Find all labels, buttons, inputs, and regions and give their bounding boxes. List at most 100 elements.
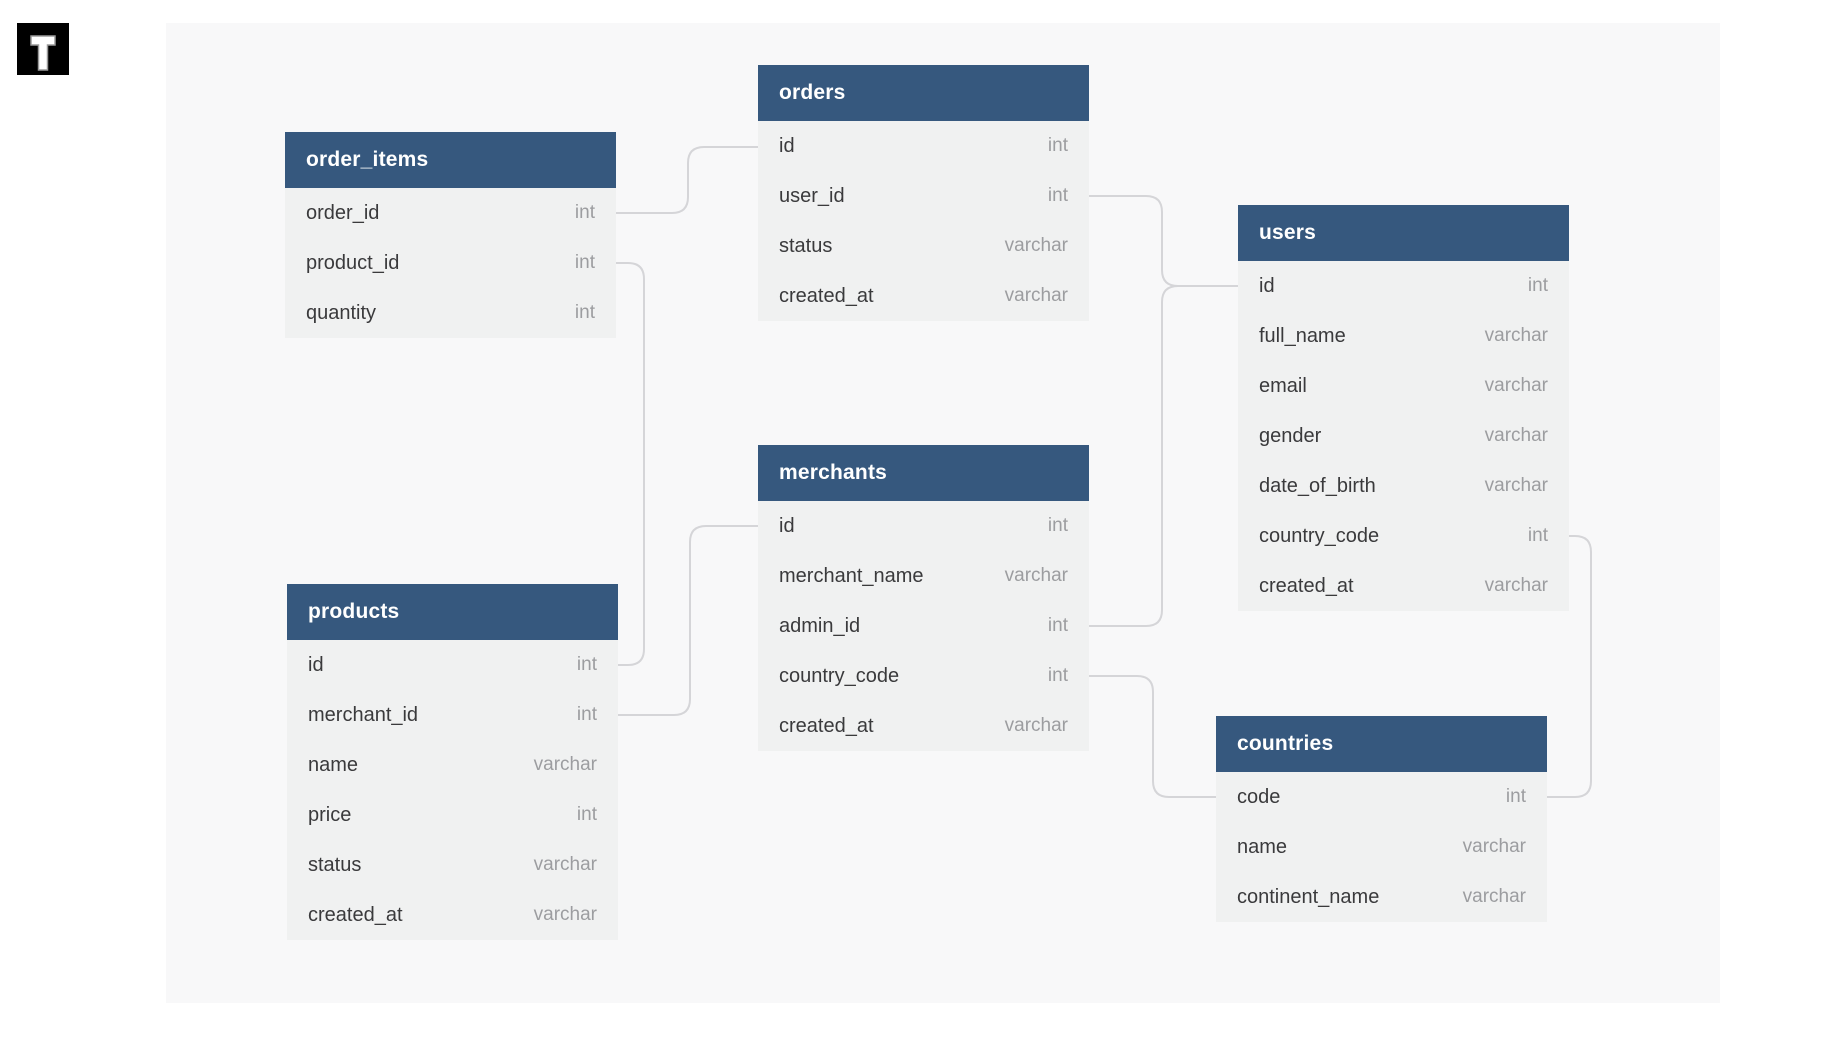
field-row-user_id[interactable]: user_id int — [758, 171, 1089, 221]
field-name: created_at — [779, 284, 874, 307]
field-name: email — [1259, 374, 1307, 397]
field-row-created_at[interactable]: created_at varchar — [1238, 561, 1569, 611]
field-type: varchar — [1484, 475, 1548, 496]
field-row-country_code[interactable]: country_code int — [758, 651, 1089, 701]
field-name: order_id — [306, 201, 380, 224]
field-row-price[interactable]: price int — [287, 790, 618, 840]
field-name: status — [308, 853, 362, 876]
table-orders[interactable]: orders id int user_id int status varchar… — [758, 65, 1089, 321]
field-row-created_at[interactable]: created_at varchar — [287, 890, 618, 940]
table-products-body: id int merchant_id int name varchar pric… — [287, 640, 618, 940]
field-name: continent_name — [1237, 885, 1380, 908]
field-name: created_at — [1259, 574, 1354, 597]
field-name: created_at — [308, 903, 403, 926]
field-name: admin_id — [779, 614, 861, 637]
field-type: int — [1047, 665, 1068, 686]
field-name: gender — [1259, 424, 1322, 447]
table-users[interactable]: users id int full_name varchar email var… — [1238, 205, 1569, 611]
table-users-body: id int full_name varchar email varchar g… — [1238, 261, 1569, 611]
field-type: varchar — [1004, 285, 1068, 306]
field-name: price — [308, 803, 352, 826]
table-title: countries — [1237, 732, 1334, 755]
field-row-date_of_birth[interactable]: date_of_birth varchar — [1238, 461, 1569, 511]
field-row-gender[interactable]: gender varchar — [1238, 411, 1569, 461]
field-row-quantity[interactable]: quantity int — [285, 288, 616, 338]
field-type: int — [576, 804, 597, 825]
field-type: int — [576, 704, 597, 725]
field-row-id[interactable]: id int — [758, 501, 1089, 551]
field-row-id[interactable]: id int — [758, 121, 1089, 171]
field-type: varchar — [1484, 325, 1548, 346]
field-row-code[interactable]: code int — [1216, 772, 1547, 822]
field-type: int — [1047, 615, 1068, 636]
table-orders-header[interactable]: orders — [758, 65, 1089, 121]
field-row-email[interactable]: email varchar — [1238, 361, 1569, 411]
logo-letter-t-icon — [30, 35, 56, 71]
field-row-name[interactable]: name varchar — [1216, 822, 1547, 872]
field-name: quantity — [306, 301, 377, 324]
field-type: varchar — [1484, 375, 1548, 396]
field-row-full_name[interactable]: full_name varchar — [1238, 311, 1569, 361]
field-name: id — [779, 514, 795, 537]
field-row-created_at[interactable]: created_at varchar — [758, 701, 1089, 751]
site-logo — [17, 23, 69, 75]
field-name: full_name — [1259, 324, 1346, 347]
field-row-id[interactable]: id int — [1238, 261, 1569, 311]
table-countries-body: code int name varchar continent_name var… — [1216, 772, 1547, 922]
field-type: varchar — [1004, 235, 1068, 256]
field-name: date_of_birth — [1259, 474, 1376, 497]
field-row-merchant_name[interactable]: merchant_name varchar — [758, 551, 1089, 601]
field-row-merchant_id[interactable]: merchant_id int — [287, 690, 618, 740]
field-type: int — [1527, 275, 1548, 296]
table-order_items-header[interactable]: order_items — [285, 132, 616, 188]
field-row-admin_id[interactable]: admin_id int — [758, 601, 1089, 651]
field-name: user_id — [779, 184, 845, 207]
table-merchants[interactable]: merchants id int merchant_name varchar a… — [758, 445, 1089, 751]
field-row-created_at[interactable]: created_at varchar — [758, 271, 1089, 321]
field-type: varchar — [533, 904, 597, 925]
field-name: code — [1237, 785, 1281, 808]
table-products[interactable]: products id int merchant_id int name var… — [287, 584, 618, 940]
field-type: int — [1047, 135, 1068, 156]
field-name: status — [779, 234, 833, 257]
field-name: country_code — [1259, 524, 1380, 547]
table-orders-body: id int user_id int status varchar create… — [758, 121, 1089, 321]
table-products-header[interactable]: products — [287, 584, 618, 640]
table-order_items[interactable]: order_items order_id int product_id int … — [285, 132, 616, 338]
field-row-product_id[interactable]: product_id int — [285, 238, 616, 288]
table-merchants-header[interactable]: merchants — [758, 445, 1089, 501]
field-type: int — [1047, 515, 1068, 536]
field-type: int — [574, 252, 595, 273]
field-row-name[interactable]: name varchar — [287, 740, 618, 790]
field-row-status[interactable]: status varchar — [758, 221, 1089, 271]
table-countries[interactable]: countries code int name varchar continen… — [1216, 716, 1547, 922]
table-title: products — [308, 600, 400, 623]
field-name: name — [1237, 835, 1288, 858]
field-row-country_code[interactable]: country_code int — [1238, 511, 1569, 561]
field-type: int — [1047, 185, 1068, 206]
field-name: merchant_name — [779, 564, 924, 587]
field-type: int — [1505, 786, 1526, 807]
field-name: merchant_id — [308, 703, 419, 726]
field-type: varchar — [533, 854, 597, 875]
field-name: created_at — [779, 714, 874, 737]
field-row-continent_name[interactable]: continent_name varchar — [1216, 872, 1547, 922]
field-type: varchar — [533, 754, 597, 775]
field-type: int — [574, 202, 595, 223]
field-type: varchar — [1462, 886, 1526, 907]
table-order_items-body: order_id int product_id int quantity int — [285, 188, 616, 338]
field-row-order_id[interactable]: order_id int — [285, 188, 616, 238]
table-title: merchants — [779, 461, 888, 484]
field-name: product_id — [306, 251, 400, 274]
table-countries-header[interactable]: countries — [1216, 716, 1547, 772]
field-row-status[interactable]: status varchar — [287, 840, 618, 890]
field-type: int — [1527, 525, 1548, 546]
field-type: varchar — [1004, 565, 1068, 586]
field-type: int — [576, 654, 597, 675]
field-row-id[interactable]: id int — [287, 640, 618, 690]
table-title: orders — [779, 81, 846, 104]
table-title: order_items — [306, 148, 429, 171]
field-type: varchar — [1484, 575, 1548, 596]
table-users-header[interactable]: users — [1238, 205, 1569, 261]
